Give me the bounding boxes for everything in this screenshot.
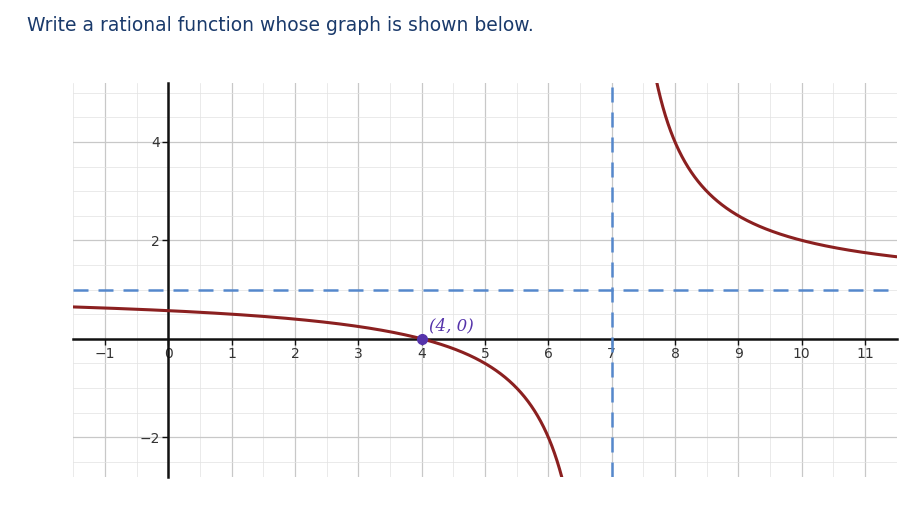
Text: Write a rational function whose graph is shown below.: Write a rational function whose graph is… [27,16,534,35]
Text: (4, 0): (4, 0) [429,317,474,334]
